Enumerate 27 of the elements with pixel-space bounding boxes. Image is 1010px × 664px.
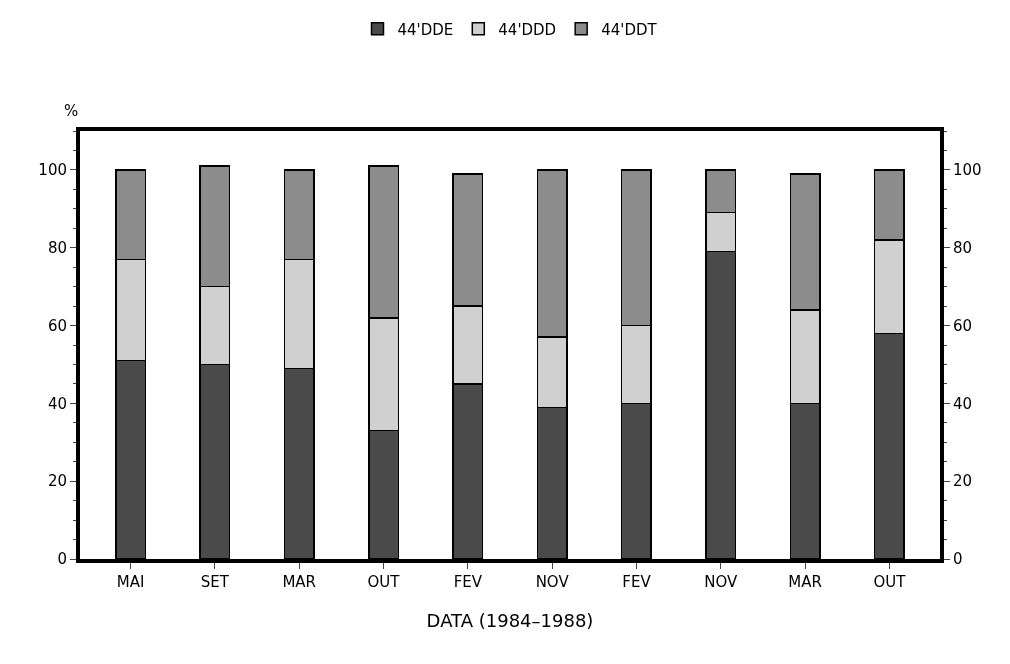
x-tick-label: MAI: [116, 573, 145, 591]
y-tick-label: 20: [47, 472, 67, 491]
x-tick-label: NOV: [704, 573, 739, 591]
y2-tick-label: 60: [953, 316, 973, 335]
x-tick-label: OUT: [873, 573, 907, 591]
y-tick-label: 0: [57, 550, 67, 569]
y2-tick-label: 40: [953, 394, 973, 413]
x-tick-label: OUT: [367, 573, 401, 591]
y-tick-label: 100: [38, 161, 67, 180]
x-axis-title: DATA (1984–1988): [426, 609, 594, 631]
y2-tick-label: 0: [953, 550, 963, 569]
x-tick-label: FEV: [622, 573, 652, 591]
legend-label: 44'DDE: [397, 20, 454, 39]
y-tick-label: 60: [47, 316, 67, 335]
y2-tick-label: 80: [953, 238, 973, 257]
x-tick-label: MAR: [788, 573, 822, 591]
x-tick-label: MAR: [282, 573, 317, 591]
y-tick-label: 80: [47, 238, 67, 257]
x-tick-label: NOV: [535, 573, 570, 591]
y2-tick-label: 100: [953, 161, 982, 180]
x-tick-label: SET: [200, 573, 230, 591]
legend-label: 44'DDD: [498, 20, 557, 39]
y-axis-title: %: [64, 102, 79, 120]
y2-tick-label: 20: [953, 472, 973, 491]
legend-label: 44'DDT: [601, 20, 658, 39]
x-tick-label: FEV: [453, 573, 483, 591]
y-tick-label: 40: [47, 394, 67, 413]
